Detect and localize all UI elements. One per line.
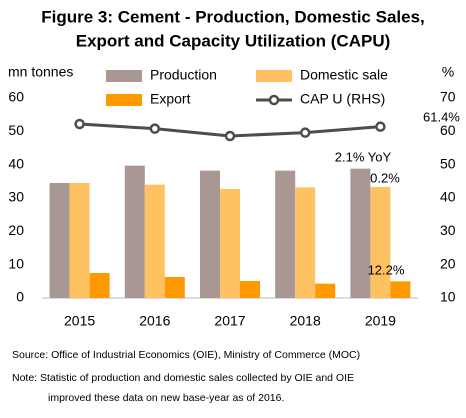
bar [164,277,185,298]
bar [220,189,240,298]
x-tick-label: 2017 [214,313,245,329]
y2-tick-label: 10 [440,289,456,305]
annotation: 0.2% [370,170,400,185]
bar [49,183,70,298]
legend-label: Domestic sale [300,67,388,83]
x-tick-label: 2015 [64,313,95,329]
line-point [224,130,236,142]
bar [370,187,391,298]
legend-swatch [106,94,142,106]
bar [144,184,165,298]
annotation: 61.4% [423,109,460,124]
legend-label: Production [150,67,217,83]
y-tick-label: 30 [8,189,24,205]
chart-title: Figure 3: Cement - Production, Domestic … [41,7,425,26]
y-tick-label: 20 [8,222,24,238]
line-point [299,127,311,138]
y2-tick-label: 60 [440,122,456,138]
legend-swatch [268,94,280,106]
y2-tick-label: 40 [440,189,456,205]
legend-swatch [106,70,142,82]
bar [275,170,296,298]
note: improved these data on new base-year as … [48,392,284,404]
x-tick-label: 2019 [365,313,396,329]
annotation: 12.2% [368,262,405,277]
y-axis-label: mn tonnes [8,64,73,80]
line-point [74,118,85,130]
bar [390,281,411,298]
bar [350,168,371,298]
legend-swatch [256,70,292,82]
bar [240,281,260,298]
y-tick-label: 50 [8,122,24,138]
bar [89,273,110,298]
y-tick-label: 10 [8,255,24,271]
bar [315,283,336,298]
y2-tick-label: 30 [440,222,456,238]
y-tick-label: 40 [8,155,24,171]
x-tick-label: 2016 [139,313,170,329]
y2-tick-label: 70 [440,89,456,105]
legend-label: Export [150,91,191,107]
bar [124,165,145,298]
bar [69,183,90,298]
annotation: 2.1% YoY [335,149,392,164]
line-point [375,121,386,132]
y2-tick-label: 20 [440,255,456,271]
bar [295,187,316,298]
line-point [149,123,161,134]
y2-tick-label: 50 [440,155,456,171]
x-tick-label: 2018 [290,313,321,329]
legend-label: CAP U (RHS) [300,91,385,107]
note: Source: Office of Industrial Economics (… [12,349,360,361]
note: Note: Statistic of production and domest… [12,372,354,384]
bar [200,170,220,298]
chart-subtitle: Export and Capacity Utilization (CAPU) [76,31,391,50]
y-tick-label: 0 [16,289,24,305]
y2-axis-label: % [442,64,454,80]
y-tick-label: 60 [8,89,24,105]
